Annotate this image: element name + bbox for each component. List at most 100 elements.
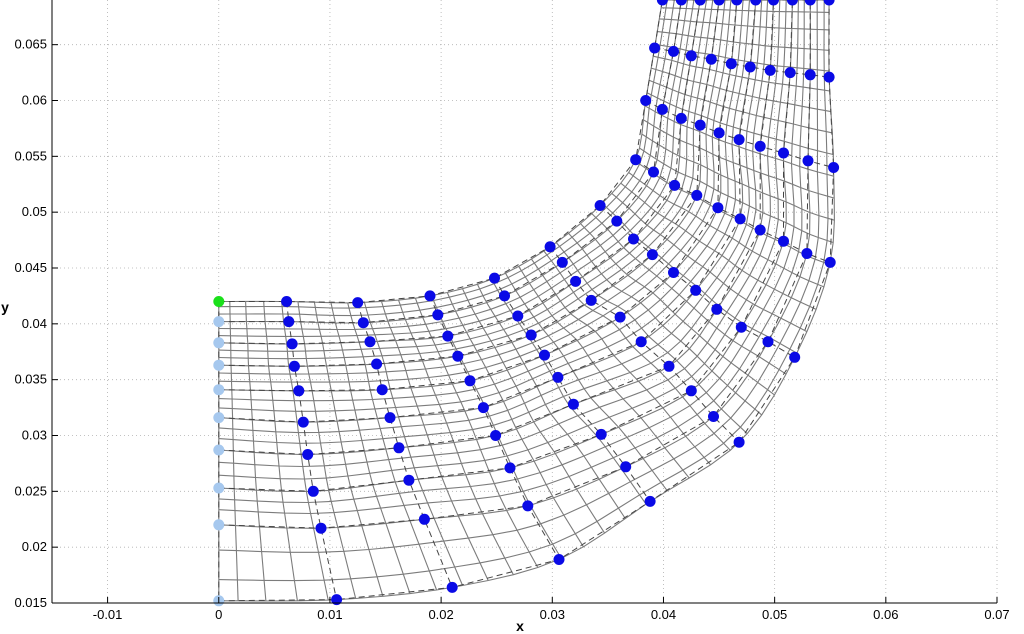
control-net-line bbox=[494, 277, 651, 502]
mesh-line bbox=[476, 284, 626, 519]
control-point bbox=[525, 329, 537, 341]
control-net-line bbox=[429, 295, 560, 560]
control-point bbox=[694, 119, 706, 131]
control-point bbox=[288, 360, 300, 372]
control-point bbox=[403, 474, 415, 486]
control-net-line bbox=[549, 246, 740, 443]
x-tick-label: -0.01 bbox=[93, 607, 123, 622]
mesh-line bbox=[655, 43, 830, 72]
control-point bbox=[675, 0, 687, 6]
y-axis-label: y bbox=[1, 299, 9, 315]
mesh-line bbox=[601, 202, 798, 354]
control-point bbox=[648, 166, 659, 178]
control-point bbox=[640, 95, 652, 106]
control-point bbox=[446, 581, 458, 593]
control-point bbox=[552, 371, 564, 383]
mesh-line bbox=[245, 301, 267, 602]
control-point bbox=[734, 213, 746, 225]
control-point bbox=[614, 311, 626, 323]
control-point bbox=[711, 303, 723, 315]
control-point bbox=[646, 249, 658, 261]
control-point bbox=[691, 189, 703, 201]
control-point bbox=[656, 103, 668, 115]
mesh-line bbox=[462, 288, 606, 534]
control-point bbox=[611, 215, 623, 227]
y-tick-label: 0.045 bbox=[14, 260, 47, 275]
mesh-line bbox=[555, 242, 748, 435]
mesh-line bbox=[218, 0, 689, 331]
mesh-line bbox=[518, 266, 690, 479]
control-point bbox=[713, 127, 725, 139]
inlet-point bbox=[213, 412, 225, 424]
control-net-line bbox=[357, 302, 453, 588]
control-point bbox=[302, 449, 314, 460]
control-point bbox=[644, 495, 656, 507]
control-point bbox=[778, 235, 789, 247]
y-tick-label: 0.055 bbox=[14, 148, 47, 163]
mesh-line bbox=[543, 250, 731, 451]
control-net-line bbox=[645, 100, 834, 168]
control-point bbox=[733, 436, 745, 448]
control-point bbox=[754, 224, 766, 236]
mesh-line bbox=[297, 301, 357, 599]
control-net-line bbox=[218, 0, 793, 492]
mesh-line bbox=[639, 147, 834, 244]
mesh-line bbox=[397, 299, 514, 575]
control-point bbox=[668, 267, 679, 278]
mesh-line bbox=[491, 278, 647, 505]
control-point bbox=[286, 338, 298, 350]
mesh-line bbox=[580, 223, 775, 396]
control-point bbox=[744, 61, 756, 73]
mesh-line bbox=[347, 302, 438, 591]
control-point bbox=[585, 294, 597, 306]
control-point bbox=[544, 241, 556, 253]
mesh-line bbox=[281, 301, 329, 601]
control-point bbox=[685, 385, 697, 397]
control-point bbox=[620, 461, 632, 473]
y-tick-label: 0.02 bbox=[22, 539, 47, 554]
control-net-line bbox=[218, 0, 701, 345]
mesh-line bbox=[644, 105, 834, 177]
control-point bbox=[630, 154, 642, 166]
mesh-line bbox=[218, 0, 714, 360]
data-points bbox=[213, 0, 840, 607]
inlet-point bbox=[213, 444, 225, 456]
control-net-line bbox=[635, 159, 831, 263]
control-point bbox=[786, 0, 798, 6]
control-point bbox=[570, 275, 582, 287]
control-point bbox=[567, 398, 579, 410]
mesh-line bbox=[628, 172, 825, 288]
mesh-line bbox=[659, 18, 829, 31]
mesh-line bbox=[653, 55, 830, 92]
control-point bbox=[442, 330, 454, 342]
control-point bbox=[725, 58, 737, 70]
control-point bbox=[281, 296, 293, 307]
mesh-grid bbox=[218, 0, 835, 602]
control-net-line bbox=[218, 0, 835, 602]
control-point bbox=[804, 0, 816, 6]
control-point bbox=[307, 485, 319, 497]
mesh-line bbox=[218, 0, 726, 375]
y-tick-label: 0.04 bbox=[22, 316, 47, 331]
control-point bbox=[804, 69, 816, 81]
mesh-line bbox=[229, 301, 239, 601]
control-point bbox=[384, 412, 396, 424]
mesh-line bbox=[313, 302, 384, 597]
control-point bbox=[675, 112, 687, 124]
mesh-line bbox=[591, 213, 787, 375]
control-point bbox=[556, 256, 568, 268]
control-point bbox=[750, 0, 762, 6]
mesh-line bbox=[651, 67, 831, 113]
control-point bbox=[733, 134, 745, 146]
mesh-line bbox=[505, 272, 668, 492]
x-tick-label: 0.07 bbox=[984, 607, 1009, 622]
control-point bbox=[393, 442, 405, 454]
y-tick-label: 0.03 bbox=[22, 428, 47, 443]
mesh-line bbox=[218, 0, 769, 444]
control-point bbox=[489, 272, 500, 284]
control-point bbox=[594, 200, 606, 211]
control-point bbox=[824, 256, 836, 268]
control-point bbox=[754, 140, 766, 152]
mesh-line bbox=[446, 292, 584, 548]
